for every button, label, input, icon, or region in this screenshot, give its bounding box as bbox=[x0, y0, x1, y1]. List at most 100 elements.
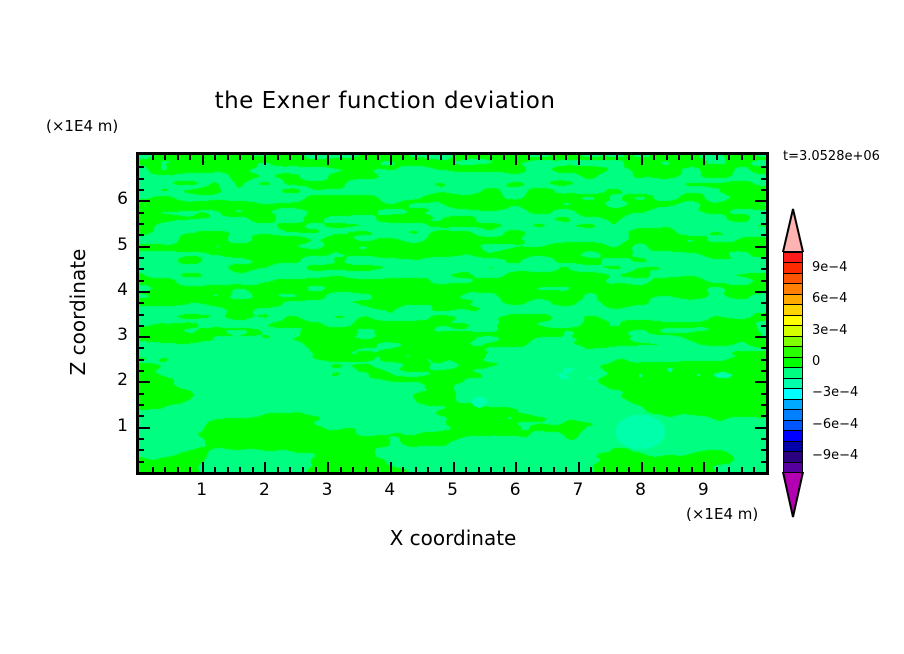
x-tick-mark bbox=[540, 155, 542, 160]
x-tick-mark bbox=[164, 467, 166, 472]
x-tick-mark bbox=[578, 462, 580, 472]
y-tick-label: 6 bbox=[117, 189, 128, 210]
y-tick-mark bbox=[139, 302, 144, 304]
x-tick-mark bbox=[202, 155, 204, 165]
x-tick-mark bbox=[440, 467, 442, 472]
x-tick-mark bbox=[653, 467, 655, 472]
x-tick-mark bbox=[377, 467, 379, 472]
page-title: the Exner function deviation bbox=[214, 88, 556, 114]
x-tick-mark bbox=[528, 155, 530, 160]
x-tick-mark bbox=[264, 462, 266, 472]
y-axis-title: Z coordinate bbox=[66, 248, 90, 376]
x-tick-mark bbox=[753, 467, 755, 472]
x-tick-mark bbox=[189, 467, 191, 472]
colorbar-under-range-arrow-icon bbox=[780, 471, 806, 518]
x-tick-mark bbox=[340, 155, 342, 160]
x-tick-mark bbox=[365, 155, 367, 160]
y-tick-mark bbox=[139, 404, 144, 406]
y-tick-mark bbox=[761, 404, 766, 406]
x-tick-mark bbox=[152, 467, 154, 472]
x-tick-mark bbox=[490, 467, 492, 472]
x-tick-mark bbox=[565, 467, 567, 472]
x-tick-mark bbox=[666, 155, 668, 160]
y-tick-mark bbox=[139, 359, 144, 361]
x-tick-mark bbox=[616, 155, 618, 160]
y-tick-label: 1 bbox=[117, 415, 128, 436]
x-tick-mark bbox=[478, 467, 480, 472]
y-tick-mark bbox=[139, 246, 150, 248]
x-tick-mark bbox=[440, 155, 442, 160]
x-tick-mark bbox=[177, 155, 179, 160]
y-tick-label: 5 bbox=[117, 234, 128, 255]
x-tick-mark bbox=[515, 462, 517, 472]
x-tick-mark bbox=[365, 467, 367, 472]
x-tick-mark bbox=[565, 155, 567, 160]
y-tick-mark bbox=[139, 200, 150, 202]
y-tick-mark bbox=[139, 461, 144, 463]
y-tick-mark bbox=[139, 325, 144, 327]
x-tick-label: 8 bbox=[635, 480, 646, 500]
x-tick-mark bbox=[390, 462, 392, 472]
x-tick-mark bbox=[716, 467, 718, 472]
x-tick-mark bbox=[628, 467, 630, 472]
x-tick-mark bbox=[415, 155, 417, 160]
x-tick-mark bbox=[227, 467, 229, 472]
colorbar: 9e−4 6e−4 3e−4 0 −3e−4 −6e−4 −9e−4 bbox=[780, 208, 858, 518]
x-tick-mark bbox=[277, 467, 279, 472]
y-tick-label: 4 bbox=[117, 279, 128, 300]
x-tick-mark bbox=[252, 155, 254, 160]
x-tick-mark bbox=[653, 155, 655, 160]
y-tick-mark bbox=[761, 257, 766, 259]
y-tick-mark bbox=[139, 381, 150, 383]
y-tick-mark bbox=[761, 449, 766, 451]
x-tick-mark bbox=[691, 155, 693, 160]
x-tick-mark bbox=[553, 467, 555, 472]
x-tick-mark bbox=[302, 467, 304, 472]
x-tick-mark bbox=[741, 467, 743, 472]
x-tick-label: 2 bbox=[258, 480, 270, 500]
x-tick-mark bbox=[390, 155, 392, 165]
y-tick-label: 3 bbox=[117, 325, 128, 346]
x-axis-title: X coordinate bbox=[389, 526, 517, 550]
x-tick-mark bbox=[239, 467, 241, 472]
y-tick-mark bbox=[139, 234, 144, 236]
x-tick-mark bbox=[590, 467, 592, 472]
y-tick-mark bbox=[761, 370, 766, 372]
x-tick-mark bbox=[214, 467, 216, 472]
x-tick-mark bbox=[490, 155, 492, 160]
x-tick-mark bbox=[327, 462, 329, 472]
y-tick-mark bbox=[755, 336, 766, 338]
y-tick-mark bbox=[139, 178, 144, 180]
y-tick-mark bbox=[139, 291, 150, 293]
x-tick-mark bbox=[703, 462, 705, 472]
y-tick-mark bbox=[139, 189, 144, 191]
y-tick-mark bbox=[139, 314, 144, 316]
x-tick-mark bbox=[528, 467, 530, 472]
colorbar-over-range-arrow-icon bbox=[780, 208, 806, 253]
y-tick-mark bbox=[755, 246, 766, 248]
y-tick-mark bbox=[139, 336, 150, 338]
x-tick-mark bbox=[478, 155, 480, 160]
y-tick-mark bbox=[755, 291, 766, 293]
y-tick-mark bbox=[761, 314, 766, 316]
x-tick-mark bbox=[590, 155, 592, 160]
x-tick-mark bbox=[252, 467, 254, 472]
y-tick-mark bbox=[139, 166, 144, 168]
colorbar-tick-label: 3e−4 bbox=[812, 322, 848, 338]
y-tick-mark bbox=[761, 438, 766, 440]
x-tick-mark bbox=[678, 155, 680, 160]
y-tick-mark bbox=[139, 393, 144, 395]
y-tick-label: 2 bbox=[117, 370, 128, 391]
x-tick-mark bbox=[164, 155, 166, 160]
y-tick-mark bbox=[761, 325, 766, 327]
y-tick-mark bbox=[139, 438, 144, 440]
x-tick-label: 7 bbox=[572, 480, 584, 500]
x-tick-label: 5 bbox=[447, 480, 458, 500]
x-tick-mark bbox=[616, 467, 618, 472]
x-tick-mark bbox=[152, 155, 154, 160]
x-tick-mark bbox=[753, 155, 755, 160]
colorbar-tick-label: 0 bbox=[812, 354, 821, 369]
y-tick-mark bbox=[761, 178, 766, 180]
y-tick-mark bbox=[761, 268, 766, 270]
x-tick-mark bbox=[402, 155, 404, 160]
